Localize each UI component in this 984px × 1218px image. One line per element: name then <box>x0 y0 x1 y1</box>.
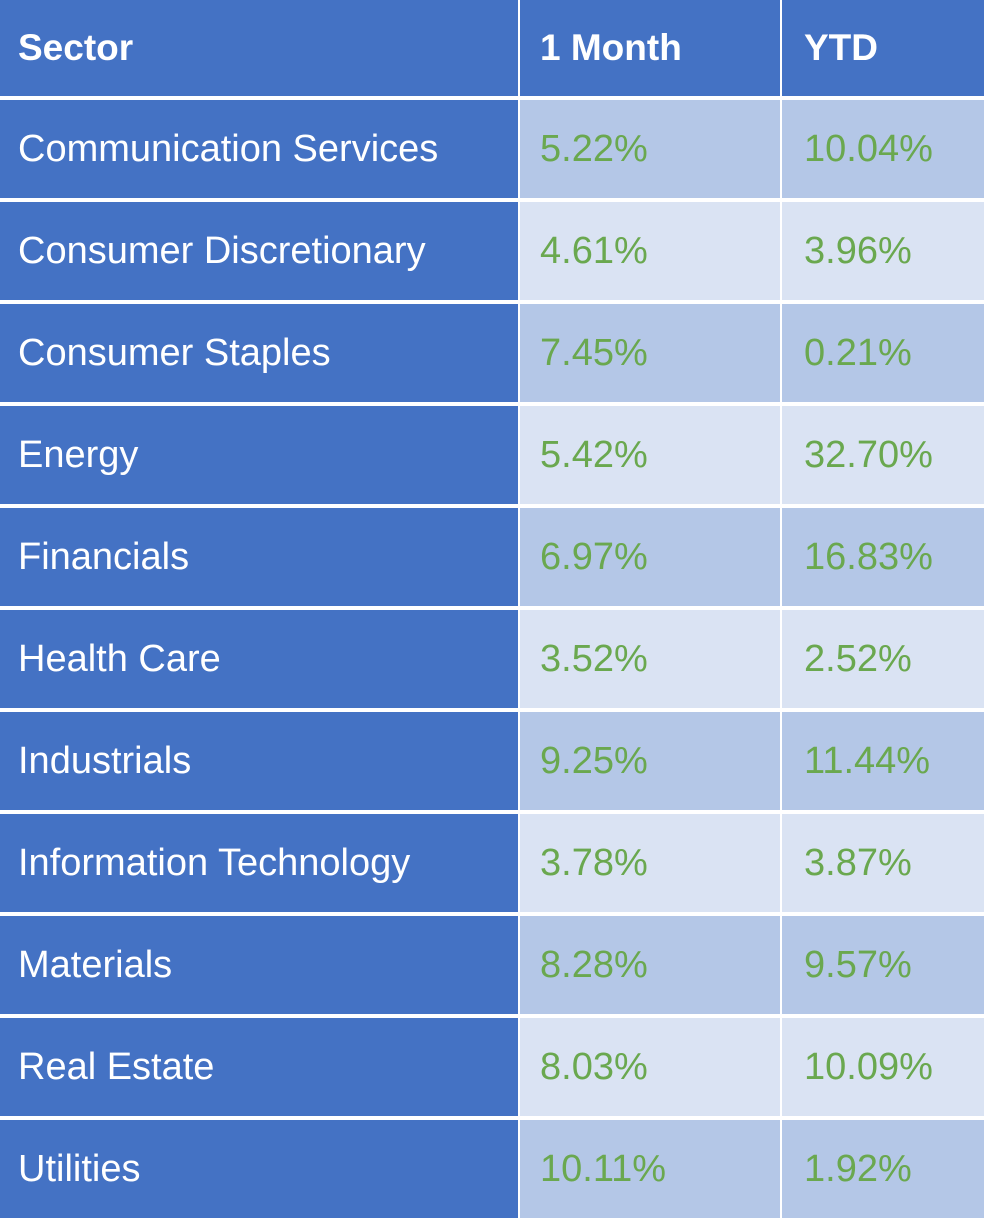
table-cell-sector: Real Estate <box>0 1018 518 1116</box>
table-cell-1-month: 8.28% <box>520 916 780 1014</box>
table-cell-1-month: 5.22% <box>520 100 780 198</box>
table-cell-ytd: 10.04% <box>782 100 984 198</box>
table-cell-sector: Health Care <box>0 610 518 708</box>
table-cell-1-month: 3.78% <box>520 814 780 912</box>
table-cell-ytd: 3.96% <box>782 202 984 300</box>
header-sector: Sector <box>0 0 518 96</box>
table-cell-1-month: 3.52% <box>520 610 780 708</box>
table-cell-sector: Financials <box>0 508 518 606</box>
table-cell-ytd: 9.57% <box>782 916 984 1014</box>
table-cell-1-month: 8.03% <box>520 1018 780 1116</box>
table-cell-sector: Consumer Staples <box>0 304 518 402</box>
table-cell-1-month: 4.61% <box>520 202 780 300</box>
table-cell-sector: Communication Services <box>0 100 518 198</box>
table-cell-1-month: 7.45% <box>520 304 780 402</box>
table-cell-sector: Consumer Discretionary <box>0 202 518 300</box>
table-cell-ytd: 2.52% <box>782 610 984 708</box>
table-cell-ytd: 11.44% <box>782 712 984 810</box>
table-cell-1-month: 5.42% <box>520 406 780 504</box>
table-cell-ytd: 32.70% <box>782 406 984 504</box>
header-1-month: 1 Month <box>520 0 780 96</box>
table-cell-1-month: 10.11% <box>520 1120 780 1218</box>
table-cell-1-month: 6.97% <box>520 508 780 606</box>
table-cell-sector: Energy <box>0 406 518 504</box>
table-cell-ytd: 10.09% <box>782 1018 984 1116</box>
table-cell-ytd: 0.21% <box>782 304 984 402</box>
table-cell-ytd: 3.87% <box>782 814 984 912</box>
table-cell-sector: Information Technology <box>0 814 518 912</box>
header-ytd: YTD <box>782 0 984 96</box>
table-cell-1-month: 9.25% <box>520 712 780 810</box>
table-cell-ytd: 16.83% <box>782 508 984 606</box>
table-cell-sector: Industrials <box>0 712 518 810</box>
table-cell-sector: Materials <box>0 916 518 1014</box>
table-cell-sector: Utilities <box>0 1120 518 1218</box>
table-cell-ytd: 1.92% <box>782 1120 984 1218</box>
